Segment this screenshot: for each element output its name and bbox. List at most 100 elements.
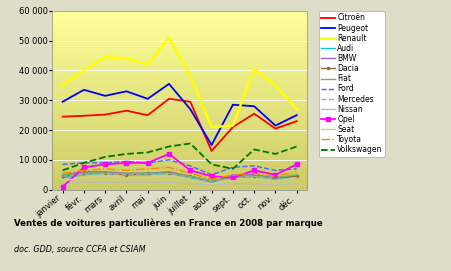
- Dacia: [166, 172, 171, 175]
- Citroën: [272, 127, 277, 130]
- Dacia: [230, 176, 235, 179]
- Opel: [124, 161, 129, 164]
- Fiat: [81, 172, 87, 175]
- Citroën: [166, 97, 171, 101]
- Seat: [272, 179, 277, 182]
- Line: Toyota: Toyota: [63, 167, 296, 179]
- Peugeot: [208, 143, 214, 147]
- Mercedes: [230, 176, 235, 179]
- Seat: [124, 176, 129, 179]
- Citroën: [251, 112, 256, 115]
- Ford: [145, 161, 150, 164]
- BMW: [293, 175, 299, 178]
- Dacia: [293, 175, 299, 178]
- Mercedes: [187, 176, 193, 179]
- Volkswagen: [293, 145, 299, 148]
- Citroën: [81, 114, 87, 117]
- Volkswagen: [124, 152, 129, 156]
- Line: Dacia: Dacia: [60, 171, 298, 183]
- Opel: [166, 152, 171, 156]
- Renault: [272, 84, 277, 87]
- Opel: [145, 161, 150, 164]
- Renault: [187, 75, 193, 78]
- Audi: [145, 173, 150, 176]
- Nissan: [81, 181, 87, 184]
- Peugeot: [145, 97, 150, 101]
- Ford: [102, 161, 108, 164]
- BMW: [208, 181, 214, 184]
- Peugeot: [230, 103, 235, 107]
- BMW: [145, 172, 150, 175]
- Peugeot: [166, 82, 171, 86]
- Mercedes: [293, 176, 299, 179]
- Opel: [208, 175, 214, 178]
- BMW: [251, 173, 256, 176]
- Ford: [81, 161, 87, 164]
- Opel: [187, 169, 193, 172]
- Toyota: [208, 178, 214, 181]
- Ford: [230, 166, 235, 169]
- Seat: [166, 175, 171, 178]
- Citroën: [230, 125, 235, 129]
- Seat: [293, 176, 299, 179]
- Ford: [272, 169, 277, 172]
- Audi: [293, 176, 299, 179]
- Volkswagen: [230, 167, 235, 170]
- Volkswagen: [102, 155, 108, 159]
- Toyota: [251, 172, 256, 175]
- Fiat: [166, 172, 171, 175]
- Text: Ventes de voitures particulières en France en 2008 par marque: Ventes de voitures particulières en Fran…: [14, 218, 322, 228]
- Mercedes: [81, 173, 87, 176]
- Opel: [102, 163, 108, 166]
- Line: Mercedes: Mercedes: [63, 173, 296, 182]
- Nissan: [102, 181, 108, 184]
- Toyota: [81, 169, 87, 172]
- BMW: [81, 170, 87, 173]
- Audi: [102, 172, 108, 175]
- Volkswagen: [166, 145, 171, 148]
- Renault: [166, 36, 171, 39]
- Opel: [230, 176, 235, 179]
- Renault: [208, 125, 214, 129]
- Line: Fiat: Fiat: [63, 173, 296, 181]
- Volkswagen: [145, 151, 150, 154]
- Line: Ford: Ford: [63, 160, 296, 175]
- Line: Renault: Renault: [63, 38, 296, 127]
- Nissan: [230, 182, 235, 185]
- Audi: [81, 173, 87, 176]
- Peugeot: [81, 88, 87, 92]
- Mercedes: [208, 181, 214, 184]
- Line: Seat: Seat: [63, 176, 296, 184]
- Ford: [124, 160, 129, 163]
- Nissan: [145, 181, 150, 184]
- Fiat: [187, 175, 193, 178]
- Seat: [251, 178, 256, 181]
- Renault: [102, 56, 108, 59]
- Audi: [208, 181, 214, 184]
- Renault: [293, 108, 299, 111]
- Opel: [251, 169, 256, 172]
- BMW: [166, 170, 171, 173]
- Audi: [166, 172, 171, 175]
- Line: Nissan: Nissan: [63, 182, 296, 185]
- Nissan: [251, 182, 256, 185]
- Mercedes: [145, 173, 150, 176]
- Citroën: [145, 114, 150, 117]
- Ford: [208, 173, 214, 176]
- Mercedes: [272, 178, 277, 181]
- Seat: [230, 179, 235, 182]
- Fiat: [60, 173, 65, 176]
- Mercedes: [124, 173, 129, 176]
- Renault: [230, 124, 235, 127]
- Line: Peugeot: Peugeot: [63, 84, 296, 145]
- Seat: [102, 175, 108, 178]
- Ford: [166, 158, 171, 162]
- Opel: [81, 166, 87, 169]
- Renault: [60, 84, 65, 87]
- Renault: [124, 57, 129, 60]
- Toyota: [145, 167, 150, 170]
- Seat: [60, 179, 65, 182]
- Toyota: [187, 172, 193, 175]
- Ford: [187, 164, 193, 167]
- Seat: [187, 178, 193, 181]
